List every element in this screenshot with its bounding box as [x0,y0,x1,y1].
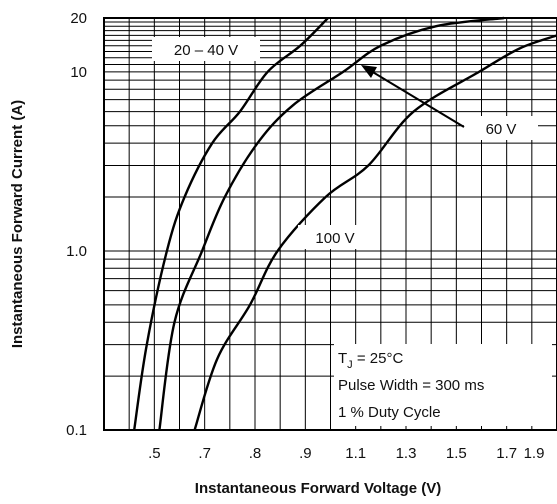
x-tick-label: .7 [198,445,211,462]
curve-label-100v-box [298,225,372,249]
x-tick-label: 1.1 [345,445,366,462]
curve-label-20-40v-box [152,37,260,61]
x-tick-label: .5 [148,445,161,462]
curve-label-60v-box [464,116,538,140]
arrow-60v [361,65,465,128]
x-tick-label: 1.3 [396,445,417,462]
conditions-box-background [334,344,552,426]
curve-label-60v-group: 60 V [464,116,538,140]
condition-tj-symbol: T [338,350,347,367]
conditions-box: TJ = 25°C Pulse Width = 300 ms 1 % Duty … [334,344,552,426]
x-tick-label: 1.9 [524,445,545,462]
curve-label-100v-group: 100 V [298,225,372,249]
tick-labels: .5 .7 .8 .9 1.1 1.3 1.5 1.7 1.9 0.1 1.0 10 20 [66,10,544,462]
series-line-3 [193,34,557,431]
condition-tj-value: = 25°C [353,350,404,367]
arrow-60v-head [361,65,377,78]
y-tick-label: 20 [70,10,87,27]
condition-duty-cycle: 1 % Duty Cycle [338,404,441,421]
curve-label-20-40v-group: 20 – 40 V [152,37,260,61]
curve-label-100v: 100 V [315,230,354,247]
condition-tj-subscript: J [347,359,353,371]
y-tick-label: 1.0 [66,243,87,260]
curve-label-20-40v: 20 – 40 V [174,42,238,59]
condition-pulse-width: Pulse Width = 300 ms [338,377,484,394]
x-tick-label: 1.5 [446,445,467,462]
curve-label-60v: 60 V [486,121,517,138]
series-line-1 [133,17,329,431]
y-tick-label: 10 [70,64,87,81]
y-axis-title: Instantaneous Forward Current (A) [9,100,26,348]
x-axis-title: Instantaneous Forward Voltage (V) [195,480,441,497]
condition-tj: TJ = 25°C [338,350,403,371]
arrow-60v-shaft [370,70,465,128]
y-tick-label: 0.1 [66,422,87,439]
x-tick-label: .9 [299,445,312,462]
series-layer [133,16,557,431]
plot-frame [103,17,557,431]
series-line-2 [158,16,505,431]
x-tick-label: .8 [249,445,262,462]
x-tick-label: 1.7 [496,445,517,462]
